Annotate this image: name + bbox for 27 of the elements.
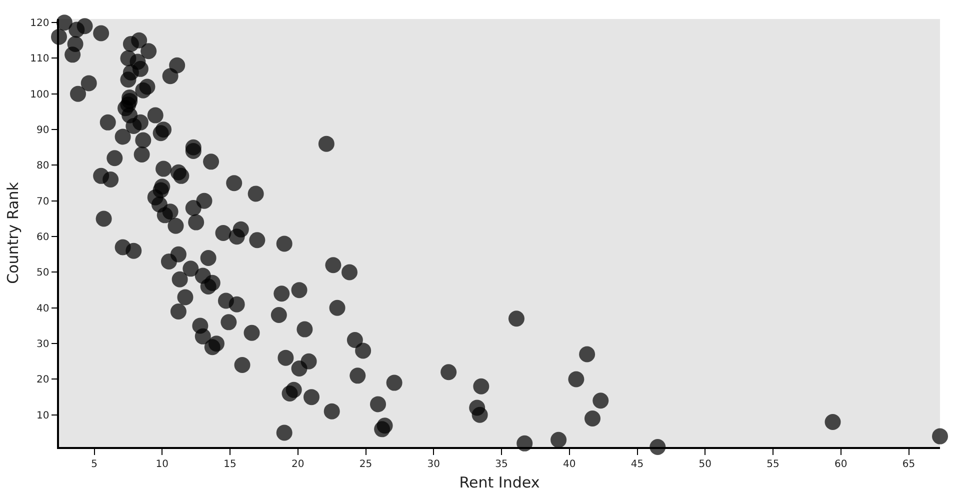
x-tick-label: 65 xyxy=(902,458,916,470)
x-tick-label: 50 xyxy=(698,458,712,470)
y-tick-label: 90 xyxy=(36,125,50,136)
y-tick-label: 70 xyxy=(36,196,50,208)
x-tick-label: 60 xyxy=(834,458,848,470)
y-tick-label: 20 xyxy=(36,374,50,386)
y-tick-label: 10 xyxy=(36,410,50,422)
x-tick-label: 20 xyxy=(292,458,304,470)
x-tick-label: 15 xyxy=(224,458,236,470)
x-axis-title: Rent Index xyxy=(459,473,540,492)
x-tick-label: 35 xyxy=(495,458,508,470)
x-tick-label: 45 xyxy=(630,458,644,470)
x-tick-label: 30 xyxy=(427,458,440,470)
y-tick-label: 80 xyxy=(36,160,50,172)
y-tick-label: 60 xyxy=(36,232,50,244)
y-tick-label: 40 xyxy=(36,303,50,314)
x-tick-label: 25 xyxy=(359,458,372,470)
y-tick-label: 30 xyxy=(36,339,50,350)
x-tick-label: 55 xyxy=(766,458,780,470)
y-tick-label: 120 xyxy=(30,18,50,30)
y-tick-label: 110 xyxy=(30,54,50,65)
x-tick-label: 40 xyxy=(563,458,576,470)
y-tick-label: 100 xyxy=(30,89,50,100)
x-tick-label: 5 xyxy=(91,458,98,470)
y-axis-title: Country Rank xyxy=(4,182,22,284)
y-tick-label: 50 xyxy=(36,268,50,279)
x-tick-label: 10 xyxy=(156,458,169,470)
